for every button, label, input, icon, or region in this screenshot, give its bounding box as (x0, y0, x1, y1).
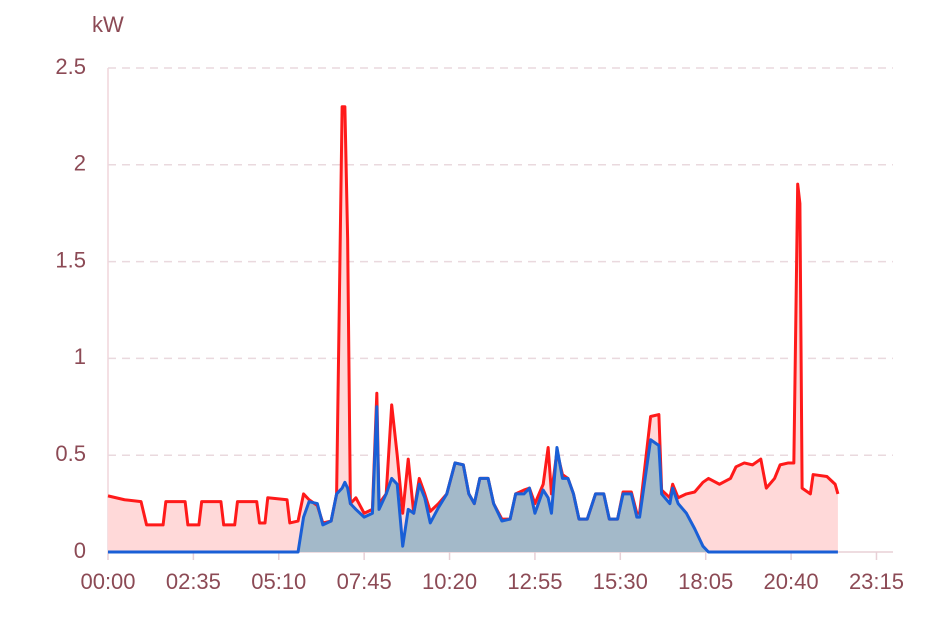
y-tick-label: 1.5 (55, 247, 86, 272)
x-tick-label: 20:40 (764, 569, 819, 594)
y-tick-label: 1 (74, 344, 86, 369)
y-tick-label: 0 (74, 538, 86, 563)
x-tick-label: 00:00 (80, 569, 135, 594)
x-tick-label: 23:15 (849, 569, 904, 594)
y-tick-label: 2.5 (55, 54, 86, 79)
y-axis-unit: kW (92, 12, 124, 37)
x-tick-label: 15:30 (593, 569, 648, 594)
series-line (107, 105, 840, 527)
x-tick-label: 02:35 (166, 569, 221, 594)
x-tick-label: 18:05 (678, 569, 733, 594)
x-tick-label: 12:55 (507, 569, 562, 594)
x-tick-label: 07:45 (337, 569, 392, 594)
area-fill (108, 106, 838, 552)
x-tick-label: 10:20 (422, 569, 477, 594)
y-tick-label: 2 (74, 151, 86, 176)
series-line (108, 405, 838, 554)
x-tick-label: 05:10 (251, 569, 306, 594)
y-tick-label: 0.5 (55, 441, 86, 466)
area-fill (108, 406, 838, 552)
